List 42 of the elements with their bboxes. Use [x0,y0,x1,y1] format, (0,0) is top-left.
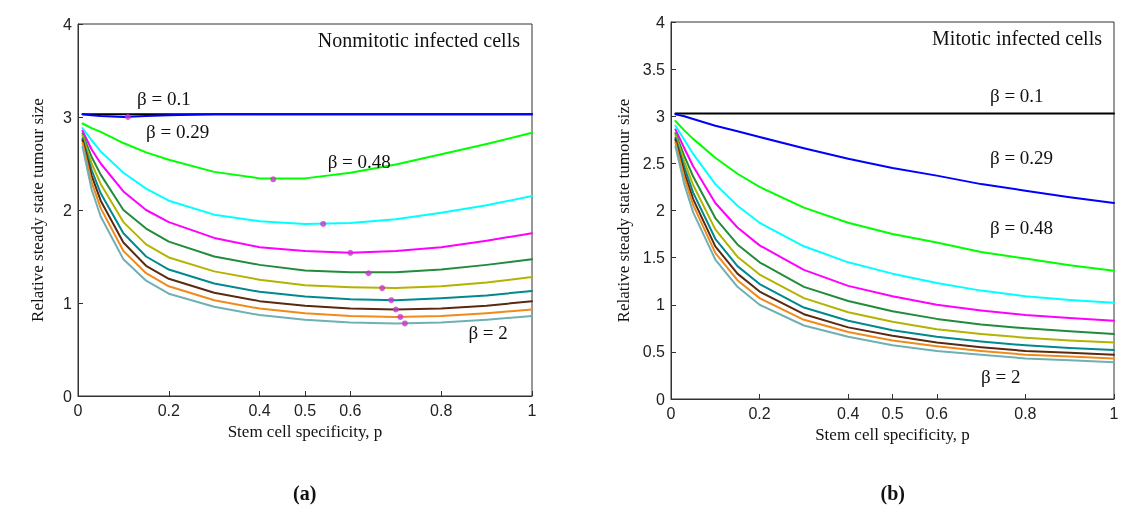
annotation: β = 0.1 [989,85,1044,107]
x-tick-label: 0.4 [248,401,271,419]
y-axis-title: Relative steady state tumour size [613,98,633,323]
y-tick-label: 4 [63,15,73,33]
y-axis-title: Relative steady state tumour size [28,98,47,322]
text: (a) [293,482,317,505]
x-axis-title: Stem cell specificity, p [815,424,970,444]
x-tick-label: 0.8 [430,401,453,419]
x-tick-label: 0.6 [925,404,949,422]
y-tick-label: 0.5 [642,343,666,361]
y-tick-label: 2 [656,202,666,219]
x-tick-label: 0.8 [1014,404,1037,422]
x-tick-label: 0.5 [293,401,317,419]
x-tick-label: 1 [527,401,537,419]
x-tick-label: 0.5 [881,404,904,422]
annotation: β = 0.29 [146,121,210,143]
y-tick-label: 1 [656,296,666,314]
annotation: β = 0.1 [137,87,191,109]
y-tick-label: 0 [63,387,73,405]
y-tick-label: 1 [63,294,73,312]
x-axis-title: Stem cell specificity, p [227,421,383,441]
annotation: β = 2 [981,365,1021,387]
x-tick-label: 0.6 [339,401,362,419]
text: (b) [880,482,905,505]
x-tick-label: 0.2 [157,401,181,419]
y-tick-label: 1.5 [642,249,666,267]
y-tick-label: 0 [656,390,666,408]
annotation: β = 0.29 [989,147,1054,169]
annotation: β = 0.48 [989,216,1054,238]
annotation: Nonmitotic infected cells [317,29,521,51]
y-tick-label: 2.5 [642,154,666,172]
y-tick-label: 3.5 [642,60,666,78]
x-tick-label: 1 [1109,404,1119,422]
annotation: β = 0.48 [327,151,391,173]
annotation: β = 2 [468,322,508,344]
y-tick-label: 2 [63,201,73,219]
x-tick-label: 0.4 [837,404,860,422]
y-tick-label: 3 [656,107,666,125]
y-tick-label: 3 [63,108,73,126]
y-tick-label: 4 [656,13,666,31]
annotation: Mitotic infected cells [932,27,1103,49]
x-tick-label: 0.2 [748,404,771,422]
